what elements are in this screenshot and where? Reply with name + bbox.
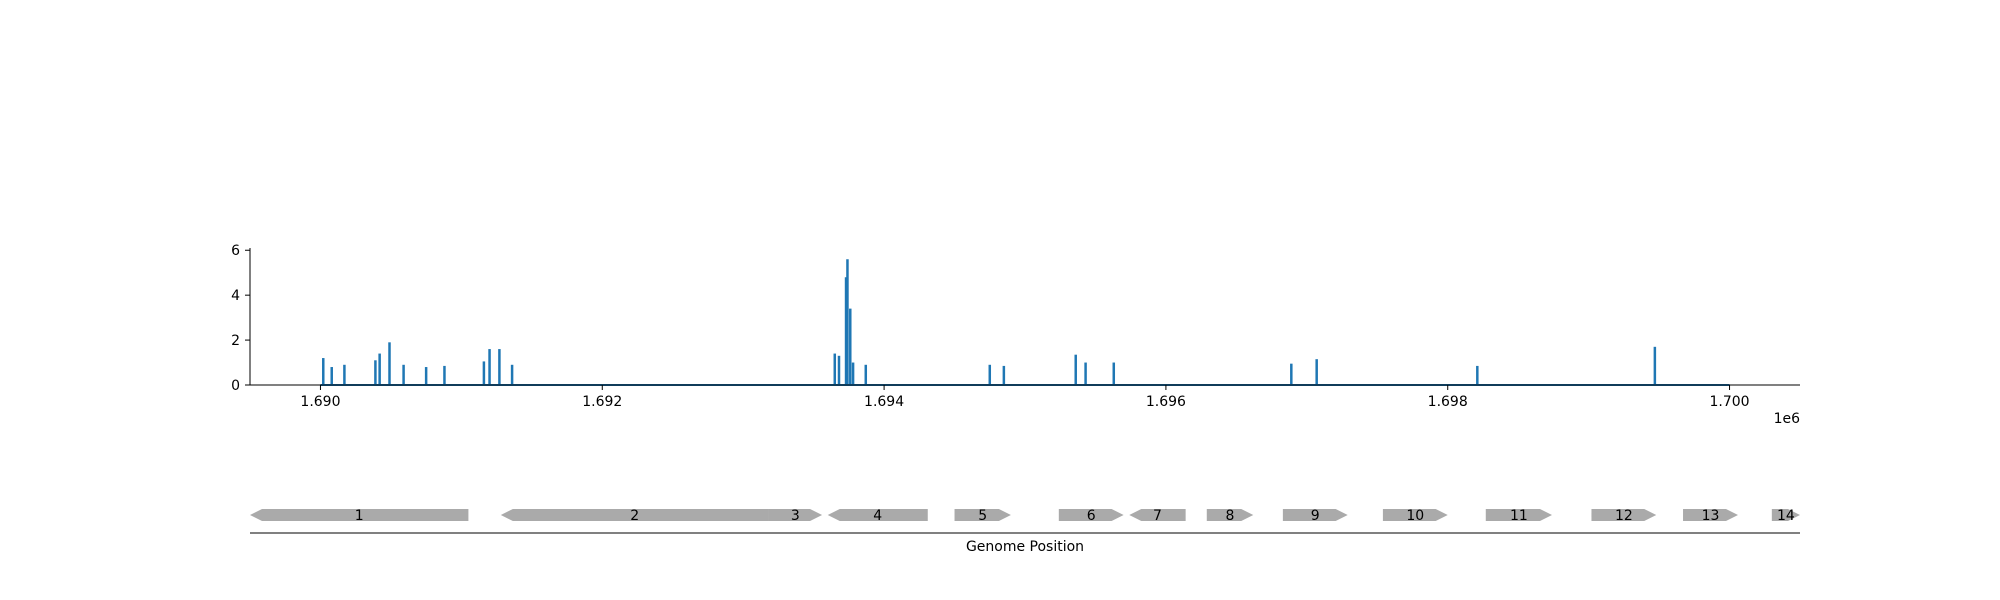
coverage-peaks: [322, 259, 1657, 385]
gene-arrow: [1591, 509, 1657, 521]
x-tick-label: 1.692: [582, 394, 622, 410]
gene-arrow: [500, 509, 769, 521]
gene-arrow: [1683, 509, 1738, 521]
x-tick-label: 1.694: [864, 394, 904, 410]
y-tick-label: 4: [231, 288, 240, 304]
gene-label: 9: [1311, 508, 1320, 524]
gene-label: 8: [1226, 508, 1235, 524]
gene-label: 11: [1510, 508, 1528, 524]
y-tick-label: 2: [231, 333, 240, 349]
x-tick-label: 1.700: [1709, 394, 1749, 410]
gene-arrow: [954, 509, 1011, 521]
gene-label: 12: [1615, 508, 1633, 524]
gene-arrow: [1129, 509, 1186, 521]
gene-label: 3: [791, 508, 800, 524]
gene-label: 7: [1153, 508, 1162, 524]
x-axis-ticks: 1.690 1.692 1.694 1.696 1.698 1.700: [300, 385, 1750, 410]
gene-arrow: [1206, 509, 1254, 521]
gene-label: 2: [630, 508, 639, 524]
gene-label: 5: [978, 508, 987, 524]
gene-track-xlabel: Genome Position: [966, 539, 1084, 555]
x-tick-label: 1.690: [300, 394, 340, 410]
gene-arrow: [1771, 509, 1800, 521]
gene-arrow: [827, 509, 928, 521]
coverage-plot: 1.690 1.692 1.694 1.696 1.698 1.700 0 2 4 6 1e6: [231, 243, 1800, 427]
gene-arrow: [250, 509, 469, 521]
gene-label: 13: [1702, 508, 1720, 524]
gene-label: 6: [1087, 508, 1096, 524]
gene-arrow: [768, 509, 823, 521]
x-tick-label: 1.696: [1146, 394, 1186, 410]
gene-arrow: [1485, 509, 1552, 521]
y-axis-ticks: 0 2 4 6: [231, 243, 250, 394]
x-axis-offset-label: 1e6: [1774, 411, 1801, 427]
gene-arrows: 1 2 3 4 5 6 7 8 9 10 11 12 13 14: [250, 508, 1800, 524]
x-tick-label: 1.698: [1428, 394, 1468, 410]
gene-arrow: [1282, 509, 1348, 521]
gene-arrow: [1058, 509, 1124, 521]
gene-label: 10: [1406, 508, 1424, 524]
y-tick-label: 6: [231, 243, 240, 259]
gene-arrow: [1382, 509, 1448, 521]
gene-track: 1 2 3 4 5 6 7 8 9 10 11 12 13 14 Genome Position: [250, 508, 1800, 555]
gene-label: 14: [1777, 508, 1795, 524]
y-tick-label: 0: [231, 378, 240, 394]
gene-label: 1: [355, 508, 364, 524]
gene-label: 4: [873, 508, 882, 524]
